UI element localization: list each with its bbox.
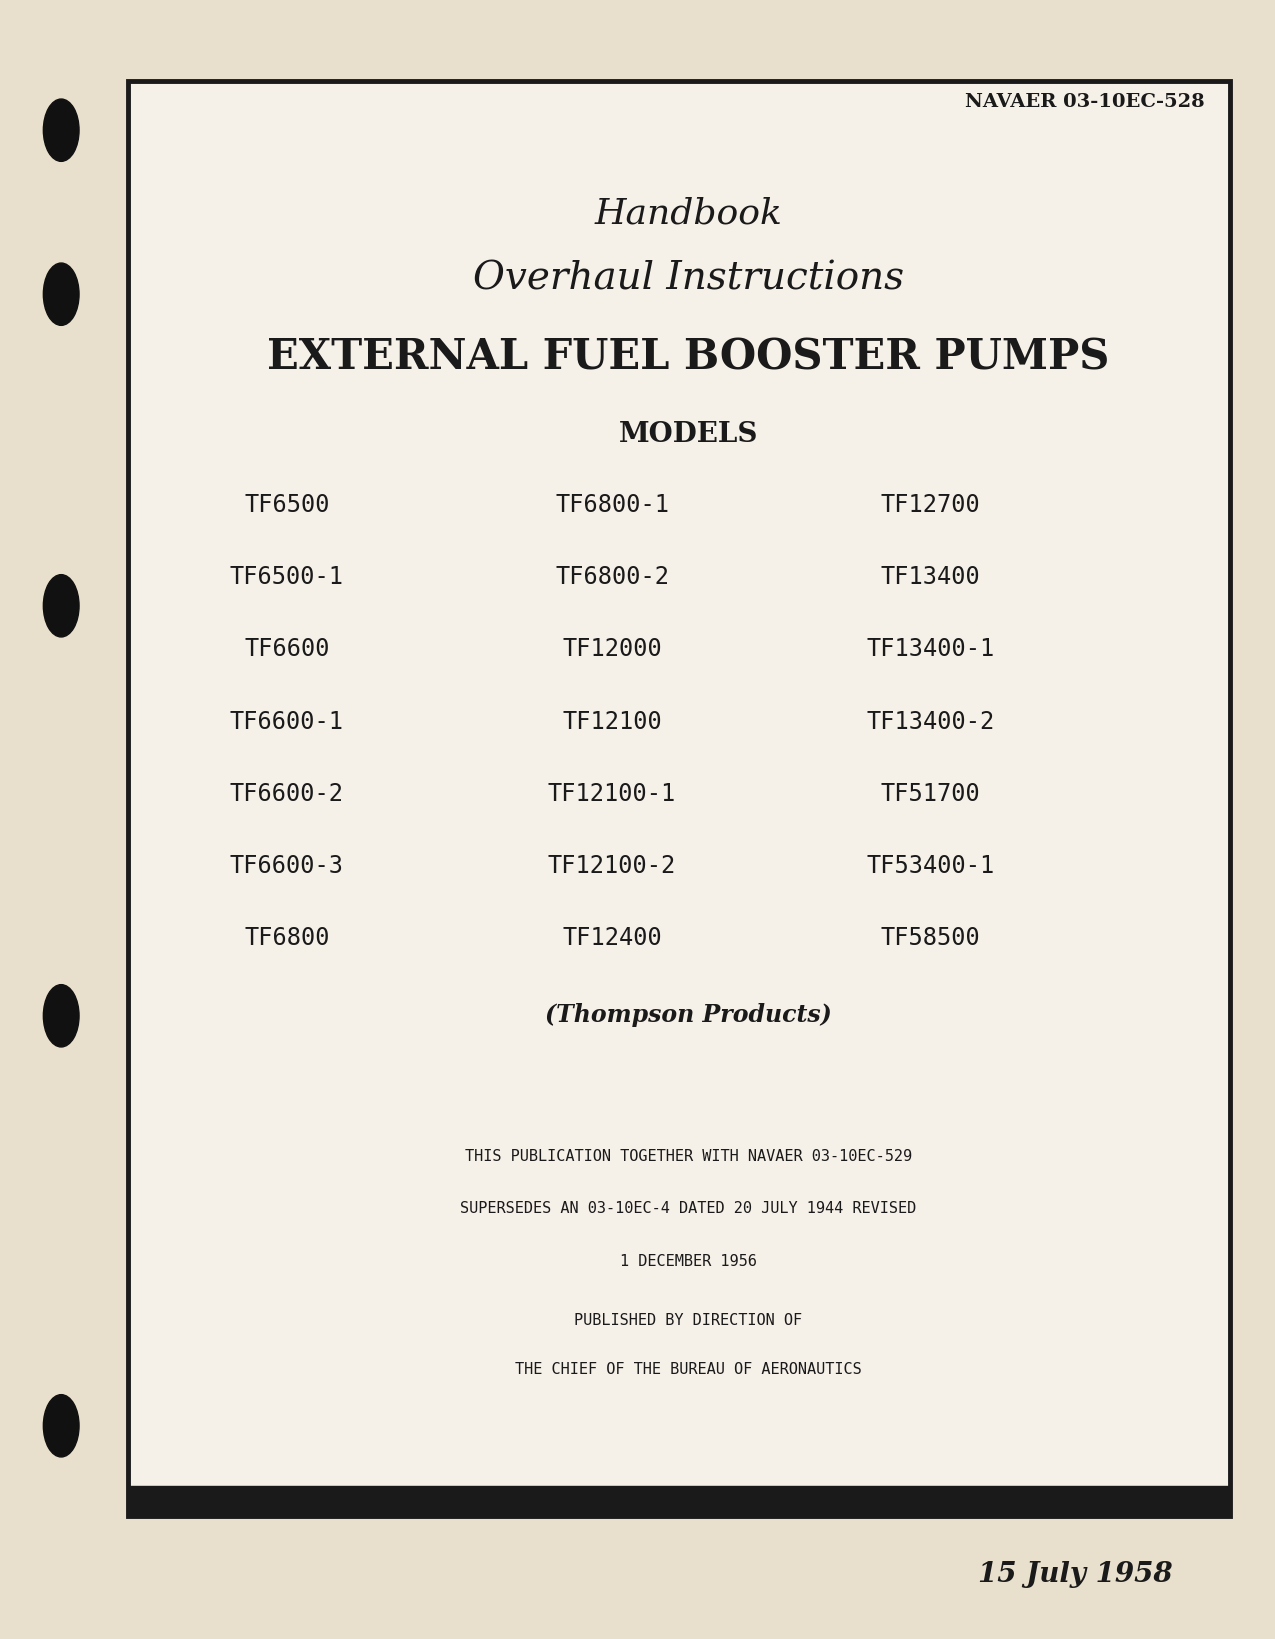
Text: TF6500: TF6500 [244, 493, 330, 516]
Bar [128, 1487, 1230, 1516]
Text: 15 July 1958: 15 July 1958 [978, 1560, 1173, 1587]
Text: NAVAER 03-10EC-528: NAVAER 03-10EC-528 [965, 93, 1205, 110]
Text: TF13400-2: TF13400-2 [867, 710, 995, 733]
Text: TF6600: TF6600 [244, 638, 330, 661]
Text: TF12400: TF12400 [562, 926, 662, 949]
Text: TF12100-2: TF12100-2 [548, 854, 676, 877]
Text: TF12700: TF12700 [881, 493, 980, 516]
Text: TF12100: TF12100 [562, 710, 662, 733]
Text: EXTERNAL FUEL BOOSTER PUMPS: EXTERNAL FUEL BOOSTER PUMPS [268, 336, 1109, 379]
Text: SUPERSEDES AN 03-10EC-4 DATED 20 JULY 1944 REVISED: SUPERSEDES AN 03-10EC-4 DATED 20 JULY 19… [460, 1200, 917, 1216]
Ellipse shape [43, 264, 79, 326]
Ellipse shape [43, 100, 79, 162]
Ellipse shape [43, 985, 79, 1047]
Text: TF13400-1: TF13400-1 [867, 638, 995, 661]
Text: (Thompson Products): (Thompson Products) [546, 1003, 831, 1026]
Text: TF6600-1: TF6600-1 [230, 710, 344, 733]
Text: TF6500-1: TF6500-1 [230, 565, 344, 588]
Text: TF6800-2: TF6800-2 [555, 565, 669, 588]
Ellipse shape [43, 575, 79, 638]
Text: TF58500: TF58500 [881, 926, 980, 949]
Text: TF51700: TF51700 [881, 782, 980, 805]
Text: THE CHIEF OF THE BUREAU OF AERONAUTICS: THE CHIEF OF THE BUREAU OF AERONAUTICS [515, 1360, 862, 1377]
Text: TF6600-3: TF6600-3 [230, 854, 344, 877]
Text: MODELS: MODELS [618, 421, 759, 447]
Text: TF53400-1: TF53400-1 [867, 854, 995, 877]
Ellipse shape [43, 1395, 79, 1457]
Text: Overhaul Instructions: Overhaul Instructions [473, 261, 904, 297]
Text: PUBLISHED BY DIRECTION OF: PUBLISHED BY DIRECTION OF [575, 1311, 802, 1328]
Text: Handbook: Handbook [594, 197, 783, 229]
Text: TF12000: TF12000 [562, 638, 662, 661]
Text: TF13400: TF13400 [881, 565, 980, 588]
Text: TF12100-1: TF12100-1 [548, 782, 676, 805]
Text: TF6800-1: TF6800-1 [555, 493, 669, 516]
Text: THIS PUBLICATION TOGETHER WITH NAVAER 03-10EC-529: THIS PUBLICATION TOGETHER WITH NAVAER 03… [465, 1147, 912, 1164]
Text: TF6800: TF6800 [244, 926, 330, 949]
FancyBboxPatch shape [128, 82, 1230, 1516]
Text: 1 DECEMBER 1956: 1 DECEMBER 1956 [620, 1252, 757, 1269]
Text: TF6600-2: TF6600-2 [230, 782, 344, 805]
